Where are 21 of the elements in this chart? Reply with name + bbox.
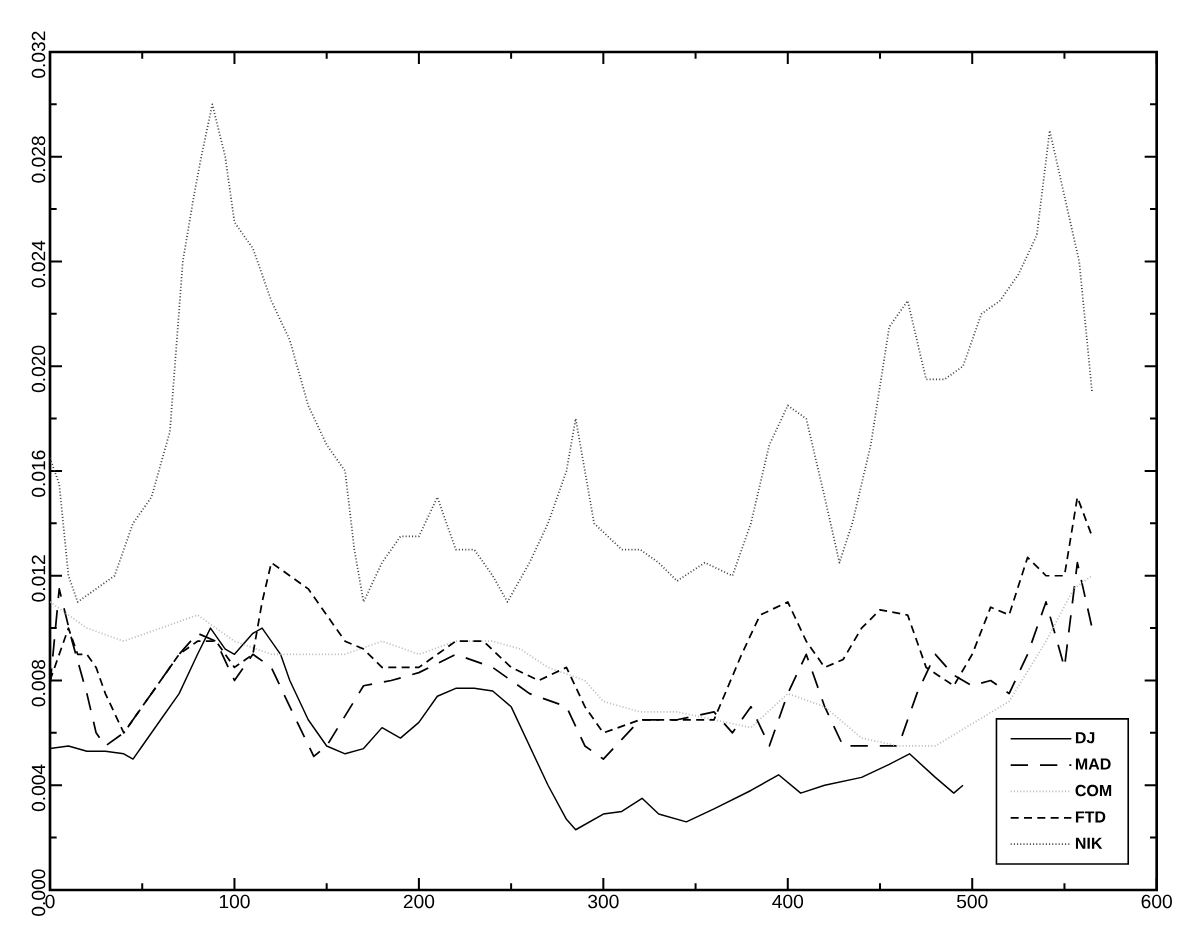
legend-label: COM bbox=[1075, 784, 1112, 797]
legend-label: FTD bbox=[1075, 811, 1106, 823]
legend-label: DJ bbox=[1075, 732, 1095, 744]
x-tick-label: 300 bbox=[588, 894, 619, 909]
x-tick-label: 600 bbox=[1141, 894, 1172, 909]
y-tick-label: 0.032 bbox=[31, 31, 46, 78]
x-tick-label: 500 bbox=[956, 894, 988, 909]
y-tick-label: 0.004 bbox=[31, 764, 46, 812]
legend-label: MAD bbox=[1075, 758, 1111, 770]
y-tick-label: 0.000 bbox=[31, 869, 46, 916]
y-tick-label: 0.028 bbox=[31, 136, 46, 183]
y-tick-label: 0.020 bbox=[31, 345, 46, 393]
y-tick-label: 0.024 bbox=[31, 240, 46, 288]
y-tick-label: 0.012 bbox=[31, 555, 46, 602]
x-tick-label: 100 bbox=[219, 894, 250, 909]
x-tick-label: 400 bbox=[772, 894, 804, 909]
y-tick-label: 0.008 bbox=[31, 659, 46, 707]
x-tick-label: 0 bbox=[45, 894, 55, 909]
x-tick-label: 200 bbox=[403, 894, 435, 909]
y-tick-label: 0.016 bbox=[31, 450, 46, 497]
legend-label: NIK bbox=[1075, 837, 1103, 849]
